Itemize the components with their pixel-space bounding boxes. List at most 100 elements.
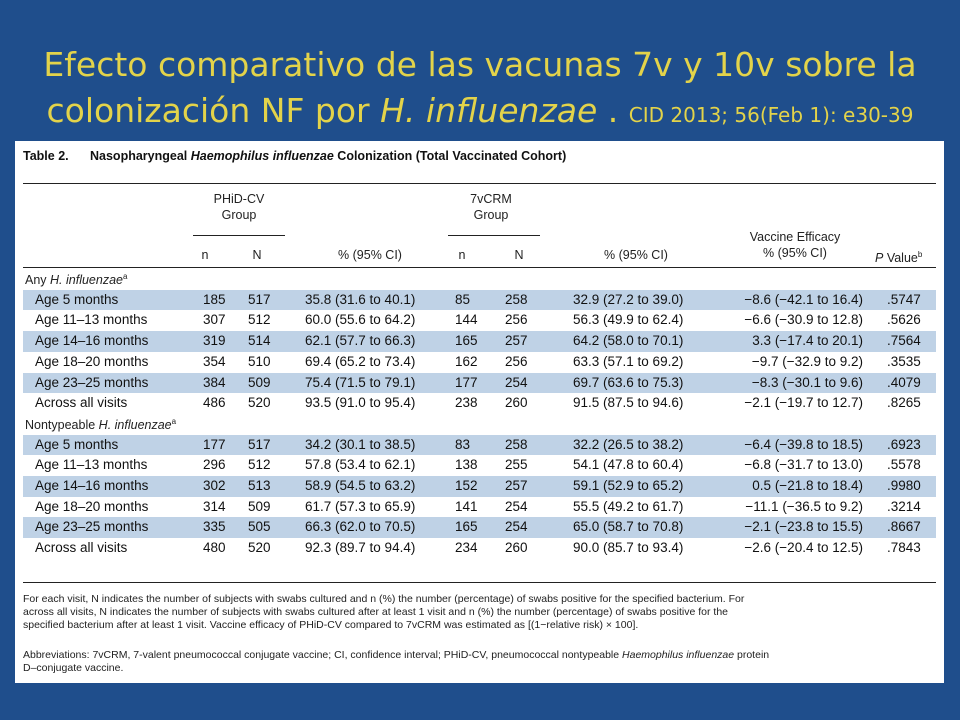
cell-N1: 509: [248, 374, 271, 390]
row-band: [23, 372, 936, 394]
cell-p1: 35.8 (31.6 to 40.1): [305, 291, 416, 307]
cell-p2: 90.0 (85.7 to 93.4): [573, 540, 684, 556]
cell-n1: 314: [203, 498, 226, 514]
cell-p2: 63.3 (57.1 to 69.2): [573, 353, 684, 369]
cell-ve: 3.3 (−17.4 to 20.1): [752, 333, 863, 349]
cell-ve: −6.4 (−39.8 to 18.5): [744, 436, 863, 452]
cell-n2: 141: [455, 498, 478, 514]
footnote-line-3: specified bacterium after at least 1 vis…: [23, 619, 639, 631]
group-heading-italic: H. influenzae: [50, 273, 123, 288]
cell-N2: 255: [505, 457, 528, 473]
cell-pv: .5578: [887, 457, 921, 473]
cell-label: Age 23–25 months: [35, 519, 149, 535]
cell-N1: 514: [248, 333, 271, 349]
cell-label: Age 5 months: [35, 291, 119, 307]
cell-N2: 254: [505, 374, 528, 390]
cell-N1: 520: [248, 395, 271, 411]
cell-pv: .3214: [887, 498, 921, 514]
header-group1: PHiD-CV Group: [199, 191, 279, 223]
cell-p1: 75.4 (71.5 to 79.1): [305, 374, 416, 390]
cell-pv: .8265: [887, 395, 921, 411]
cell-N1: 509: [248, 498, 271, 514]
cell-n2: 165: [455, 333, 478, 349]
table-caption: Table 2. Nasopharyngeal Haemophilus influ…: [23, 149, 566, 163]
cell-label: Age 18–20 months: [35, 353, 149, 369]
cell-p2: 32.2 (26.5 to 38.2): [573, 436, 684, 452]
cell-label: Age 11–13 months: [35, 312, 148, 328]
cell-N2: 260: [505, 540, 528, 556]
cell-p2: 91.5 (87.5 to 94.6): [573, 395, 684, 411]
header-vaccine-efficacy: Vaccine Efficacy % (95% CI): [721, 229, 869, 261]
cell-pv: .9980: [887, 478, 921, 493]
table-caption-pre: Nasopharyngeal: [90, 149, 191, 163]
cell-pv: .5747: [887, 291, 921, 307]
title-line-2-italic: H. influenzae: [380, 91, 598, 130]
cell-label: Age 18–20 months: [35, 498, 149, 514]
abbreviations-block: Abbreviations: 7vCRM, 7-valent pneumococ…: [23, 649, 938, 675]
footnote-line-1: For each visit, N indicates the number o…: [23, 593, 745, 605]
cell-p2: 65.0 (58.7 to 70.8): [573, 519, 684, 535]
cell-p2: 55.5 (49.2 to 61.7): [573, 498, 684, 514]
cell-pv: .4079: [887, 374, 921, 390]
abbrev-post: protein: [734, 649, 770, 661]
cell-n1: 486: [203, 395, 226, 411]
row-band: [23, 476, 936, 497]
group-heading-italic: H. influenzae: [98, 418, 172, 433]
group-heading-prefix: Nontypeable: [25, 418, 99, 433]
cell-ve: −6.8 (−31.7 to 13.0): [744, 457, 863, 473]
header-group1-rule: [193, 235, 285, 236]
cell-N2: 257: [505, 333, 528, 349]
cell-N1: 512: [248, 457, 271, 473]
cell-label: Age 14–16 months: [35, 333, 149, 349]
cell-N2: 254: [505, 498, 528, 514]
header-p-value: P Valueb: [875, 247, 945, 266]
footnote-block: For each visit, N indicates the number o…: [23, 593, 938, 632]
cell-pv: .5626: [887, 312, 921, 328]
header-N1: N: [252, 248, 262, 262]
cell-p1: 92.3 (89.7 to 94.4): [305, 540, 416, 556]
cell-n2: 177: [455, 374, 478, 390]
cell-n2: 138: [455, 457, 478, 473]
cell-p2: 32.9 (27.2 to 39.0): [573, 291, 684, 307]
cell-p1: 69.4 (65.2 to 73.4): [305, 353, 416, 369]
header-p-sup: b: [917, 250, 923, 259]
cell-n1: 384: [203, 374, 226, 390]
title-line-2-prefix: colonización NF por: [46, 91, 381, 130]
title-citation: CID 2013; 56(Feb 1): e30-39: [628, 103, 914, 127]
cell-p1: 93.5 (91.0 to 95.4): [305, 395, 416, 411]
cell-N2: 256: [505, 353, 528, 369]
title-line-1: Efecto comparativo de las vacunas 7v y 1…: [43, 45, 917, 84]
cell-n1: 302: [203, 478, 226, 493]
cell-label: Age 23–25 months: [35, 374, 149, 390]
row-band: [23, 434, 936, 456]
cell-N2: 254: [505, 519, 528, 535]
cell-p2: 69.7 (63.6 to 75.3): [573, 374, 684, 390]
cell-N1: 513: [248, 478, 271, 493]
cell-N2: 256: [505, 312, 528, 328]
slide-title: Efecto comparativo de las vacunas 7v y 1…: [0, 42, 960, 138]
cell-n2: 85: [455, 291, 471, 307]
header-ve-line2: % (95% CI): [763, 246, 827, 260]
cell-n1: 319: [203, 333, 226, 349]
cell-n2: 83: [455, 436, 471, 452]
cell-p2: 54.1 (47.8 to 60.4): [573, 457, 684, 473]
cell-ve: −6.6 (−30.9 to 12.8): [744, 312, 863, 328]
cell-p1: 60.0 (55.6 to 64.2): [305, 312, 416, 328]
cell-p1: 66.3 (62.0 to 70.5): [305, 519, 416, 535]
cell-n1: 177: [203, 436, 226, 452]
cell-N2: 257: [505, 478, 528, 493]
header-p-text: Value: [883, 251, 918, 266]
header-group1-line2: Group: [221, 208, 257, 222]
cell-p1: 34.2 (30.1 to 38.5): [305, 436, 416, 452]
title-line-2-suffix: .: [597, 91, 629, 130]
group-heading: Nontypeable H. influenzaea: [25, 417, 176, 432]
cell-N1: 517: [248, 436, 271, 452]
cell-ve: −9.7 (−32.9 to 9.2): [751, 353, 863, 369]
cell-p2: 59.1 (52.9 to 65.2): [573, 478, 684, 493]
cell-ve: −2.1 (−23.8 to 15.5): [744, 519, 863, 535]
cell-p1: 61.7 (57.3 to 65.9): [305, 498, 416, 514]
cell-n1: 480: [203, 540, 226, 556]
abbreviations-line-1: Abbreviations: 7vCRM, 7-valent pneumococ…: [23, 649, 938, 662]
table-caption-italic: Haemophilus influenzae: [190, 149, 334, 163]
cell-n2: 144: [455, 312, 478, 328]
